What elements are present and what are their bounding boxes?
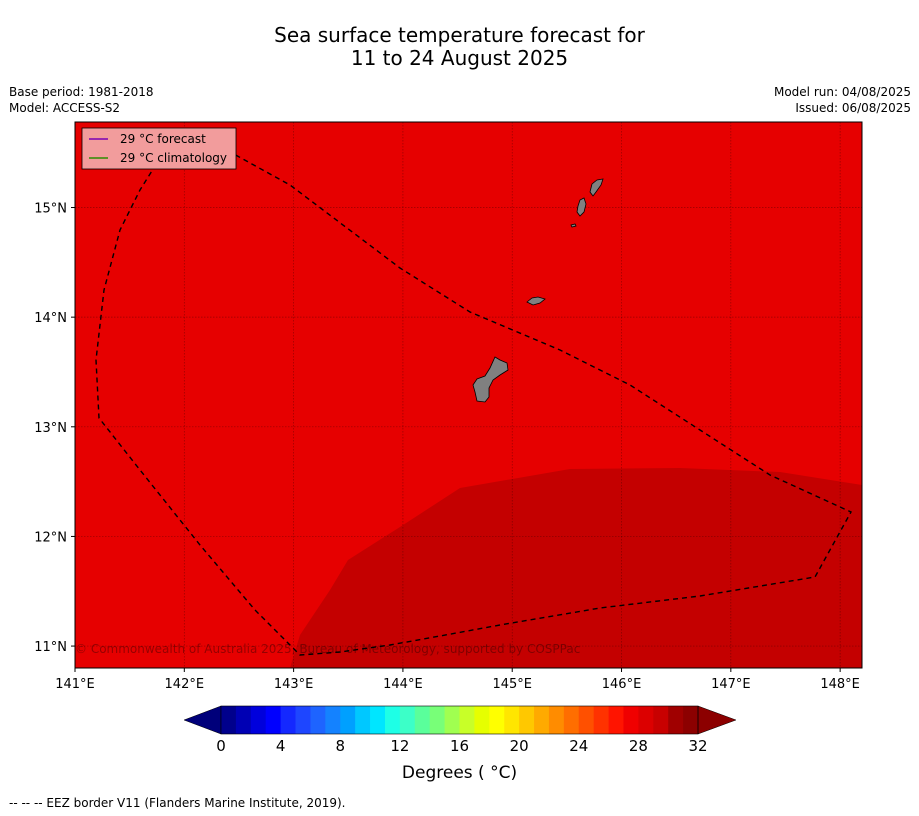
title-line-1: Sea surface temperature forecast for [274, 23, 645, 47]
lat-tick-label: 15°N [34, 202, 67, 217]
lon-tick-label: 147°E [711, 677, 751, 692]
colorbar-swatch [593, 706, 609, 734]
colorbar-swatch [653, 706, 669, 734]
colorbar-swatch [399, 706, 416, 734]
colorbar-tick-label: 4 [276, 737, 286, 755]
island-saipan [589, 178, 604, 197]
colorbar-swatch [563, 706, 580, 734]
colorbar-swatch [489, 706, 505, 734]
legend-climatology-label: 29 °C climatology [120, 151, 227, 165]
lon-tick-label: 148°E [820, 677, 860, 692]
lon-tick-label: 146°E [602, 677, 642, 692]
lon-tick-labels: 141°E 142°E 143°E 144°E 145°E 146°E 147°E 148°E [55, 668, 860, 692]
colorbar-swatch [519, 706, 535, 734]
colorbar-swatch [638, 706, 654, 734]
colorbar-swatch [474, 706, 490, 734]
colorbar-swatch [623, 706, 639, 734]
colorbar-swatch [325, 706, 341, 734]
colorbar-swatch [459, 706, 475, 734]
base-period: Base period: 1981-2018 [9, 85, 154, 99]
colorbar-swatch [608, 706, 624, 734]
copyright-text: © Commonwealth of Australia 2025, Bureau… [75, 642, 580, 656]
colorbar-swatch [414, 706, 431, 734]
lat-tick-labels: 15°N 14°N 13°N 12°N 11°N [34, 202, 75, 655]
colorbar-tick-label: 0 [216, 737, 226, 755]
colorbar-swatch [310, 706, 326, 734]
map-legend: 29 °C forecast 29 °C climatology [81, 127, 237, 170]
colorbar-swatch [221, 706, 237, 734]
colorbar-tick-label: 24 [569, 737, 588, 755]
lon-tick-label: 145°E [492, 677, 532, 692]
lon-tick-label: 141°E [55, 677, 95, 692]
colorbar-swatch [295, 706, 311, 734]
model-run: Model run: 04/08/2025 [773, 85, 911, 99]
colorbar-swatch [265, 706, 282, 734]
lon-tick-label: 143°E [274, 677, 314, 692]
lat-tick-label: 14°N [34, 311, 67, 326]
colorbar-tick-label: 16 [450, 737, 469, 755]
legend-forecast-label: 29 °C forecast [120, 132, 206, 146]
lon-tick-label: 142°E [165, 677, 205, 692]
colorbar-tick-label: 12 [390, 737, 409, 755]
colorbar-under-arrow [183, 705, 222, 735]
colorbar-swatch [235, 706, 252, 734]
colorbar-tick-label: 32 [688, 737, 707, 755]
colorbar-swatch [250, 706, 267, 734]
colorbar-swatch [355, 706, 371, 734]
lat-tick-label: 13°N [34, 421, 67, 436]
colorbar-tick-label: 20 [510, 737, 529, 755]
colorbar-swatch [280, 706, 296, 734]
island-guam [472, 356, 509, 403]
colorbar-swatch [578, 706, 595, 734]
colorbar [183, 705, 737, 735]
region-warm [290, 468, 862, 668]
colorbar-swatch [548, 706, 565, 734]
islands [472, 178, 604, 403]
colorbar-swatch [534, 706, 550, 734]
colorbar-swatch [504, 706, 520, 734]
island-tinian [576, 197, 587, 217]
island-rota [526, 296, 546, 306]
graticule [75, 122, 862, 668]
colorbar-frame [220, 705, 699, 735]
lat-tick-label: 11°N [34, 640, 67, 655]
colorbar-swatch [429, 706, 445, 734]
colorbar-swatch [340, 706, 356, 734]
colorbar-tick-label: 8 [335, 737, 345, 755]
island-aguijan [570, 223, 577, 228]
sst-map: 141°E 142°E 143°E 144°E 145°E 146°E 147°E 148°E… [34, 121, 863, 755]
colorbar-swatch [384, 706, 401, 734]
lon-tick-label: 144°E [383, 677, 423, 692]
title-line-2: 11 to 24 August 2025 [350, 46, 569, 70]
eez-footnote: -- -- -- EEZ border V11 (Flanders Marine… [9, 796, 346, 810]
model-name: Model: ACCESS-S2 [9, 101, 121, 115]
colorbar-tick-label: 28 [629, 737, 648, 755]
colorbar-swatch [444, 706, 460, 734]
issued-date: Issued: 06/08/2025 [795, 101, 911, 115]
colorbar-tick-labels: 0 4 8 12 16 20 24 28 32 [216, 737, 707, 755]
colorbar-swatch [668, 706, 684, 734]
colorbar-swatch [370, 706, 386, 734]
colorbar-over-arrow [697, 705, 737, 735]
colorbar-swatch [683, 706, 699, 734]
colorbar-label: Degrees ( °C) [401, 763, 518, 783]
lat-tick-label: 12°N [34, 530, 67, 545]
